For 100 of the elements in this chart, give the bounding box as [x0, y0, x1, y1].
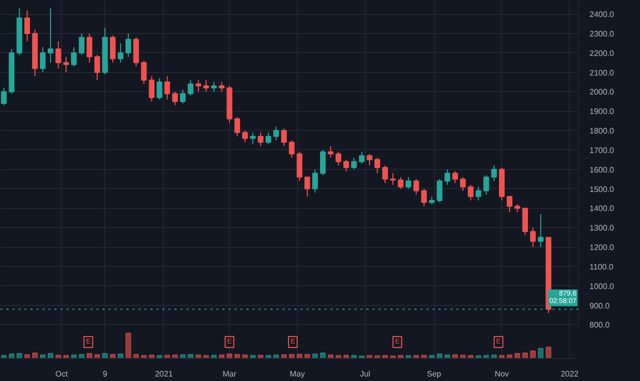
bar	[172, 354, 178, 358]
candlestick	[398, 176, 404, 190]
bar	[48, 352, 54, 358]
bar	[546, 346, 552, 358]
candlestick	[188, 80, 194, 96]
bar	[374, 355, 380, 358]
x-tick-label: 9	[102, 370, 108, 378]
candlestick	[460, 176, 466, 192]
candlestick	[538, 214, 544, 248]
bar	[258, 354, 264, 358]
candlestick	[24, 10, 30, 42]
bar	[366, 354, 372, 358]
candlestick	[125, 33, 132, 58]
bar	[32, 352, 38, 358]
candlestick	[483, 174, 490, 196]
candlestick	[218, 82, 225, 92]
candlestick	[452, 170, 458, 184]
x-tick-label: Oct	[55, 370, 69, 378]
candlestick	[343, 159, 350, 172]
y-tick-label: 1800.0	[590, 126, 615, 136]
y-tick-label: 2300.0	[590, 30, 615, 38]
y-tick-label: 1900.0	[590, 107, 615, 116]
bar	[460, 354, 466, 358]
candlestick	[468, 184, 474, 201]
candlestick	[55, 40, 62, 69]
x-tick-label: 2022	[560, 370, 580, 378]
bar	[351, 354, 357, 358]
y-tick-label: 1200.0	[590, 243, 615, 252]
candlestick	[366, 153, 372, 166]
y-tick-label: 1400.0	[590, 204, 615, 214]
candlestick	[406, 176, 412, 190]
candlestick	[211, 82, 217, 92]
x-tick-label: Sep	[426, 370, 442, 378]
candlestick	[288, 140, 295, 158]
candlestick	[110, 34, 116, 64]
y-tick-label: 2100.0	[590, 68, 615, 78]
candlestick	[250, 132, 256, 145]
x-tick-label: May	[290, 370, 305, 378]
candlestick	[164, 76, 170, 100]
candlestick	[522, 208, 528, 236]
candlestick	[413, 178, 420, 196]
y-tick-label: 1500.0	[590, 184, 615, 194]
bar	[491, 354, 497, 358]
candlestick	[476, 186, 482, 201]
bar	[188, 354, 194, 358]
candlestick	[328, 146, 334, 158]
candlestick	[491, 165, 497, 182]
x-tick-label: Mar	[222, 370, 237, 378]
bar	[86, 352, 92, 358]
y-tick-label: 1700.0	[590, 146, 615, 155]
candlestick	[296, 151, 302, 182]
bar	[452, 354, 458, 358]
candlestick	[530, 227, 536, 248]
bar	[55, 354, 62, 358]
y-tick-label: 1300.0	[590, 224, 615, 233]
candlestick	[382, 165, 388, 184]
candlestick	[141, 60, 147, 84]
candlestick	[78, 33, 84, 56]
bar	[538, 348, 544, 358]
candlestick	[374, 157, 380, 174]
candlestick	[444, 168, 450, 186]
bar	[281, 354, 287, 358]
bar	[406, 355, 412, 358]
bar	[242, 354, 248, 358]
candlestick	[234, 116, 240, 137]
candlestick	[118, 42, 124, 64]
candlestick	[40, 46, 46, 73]
bar	[476, 355, 482, 358]
bar	[436, 353, 442, 358]
bar	[118, 353, 124, 358]
candlestick	[351, 157, 357, 170]
candlestick	[336, 151, 342, 166]
candlestick	[172, 91, 178, 106]
candlestick	[148, 76, 155, 102]
bar	[63, 354, 69, 358]
candlestick	[506, 196, 512, 213]
candlestick	[71, 46, 77, 67]
bar	[156, 354, 162, 358]
candlestick	[273, 126, 279, 141]
candlestick	[242, 130, 248, 143]
x-tick-label: Jul	[360, 370, 370, 378]
candlestick	[390, 172, 396, 186]
y-tick-label: 800.0	[590, 320, 610, 330]
candlestick	[281, 128, 287, 147]
candlestick	[320, 149, 326, 176]
bar	[102, 352, 108, 358]
bar	[24, 354, 30, 358]
x-tick-label: 2021	[155, 370, 174, 378]
bar	[320, 352, 326, 358]
y-tick-label: 2200.0	[590, 48, 615, 58]
candlestick	[156, 78, 162, 100]
bar	[164, 354, 170, 358]
candlestick	[48, 8, 54, 64]
candlestick	[436, 178, 442, 203]
candlestick	[180, 89, 186, 104]
candlestick	[258, 132, 264, 147]
bar	[421, 354, 427, 358]
candlestick	[63, 56, 69, 73]
y-tick-label: 1000.0	[590, 282, 615, 291]
bar	[312, 353, 318, 358]
